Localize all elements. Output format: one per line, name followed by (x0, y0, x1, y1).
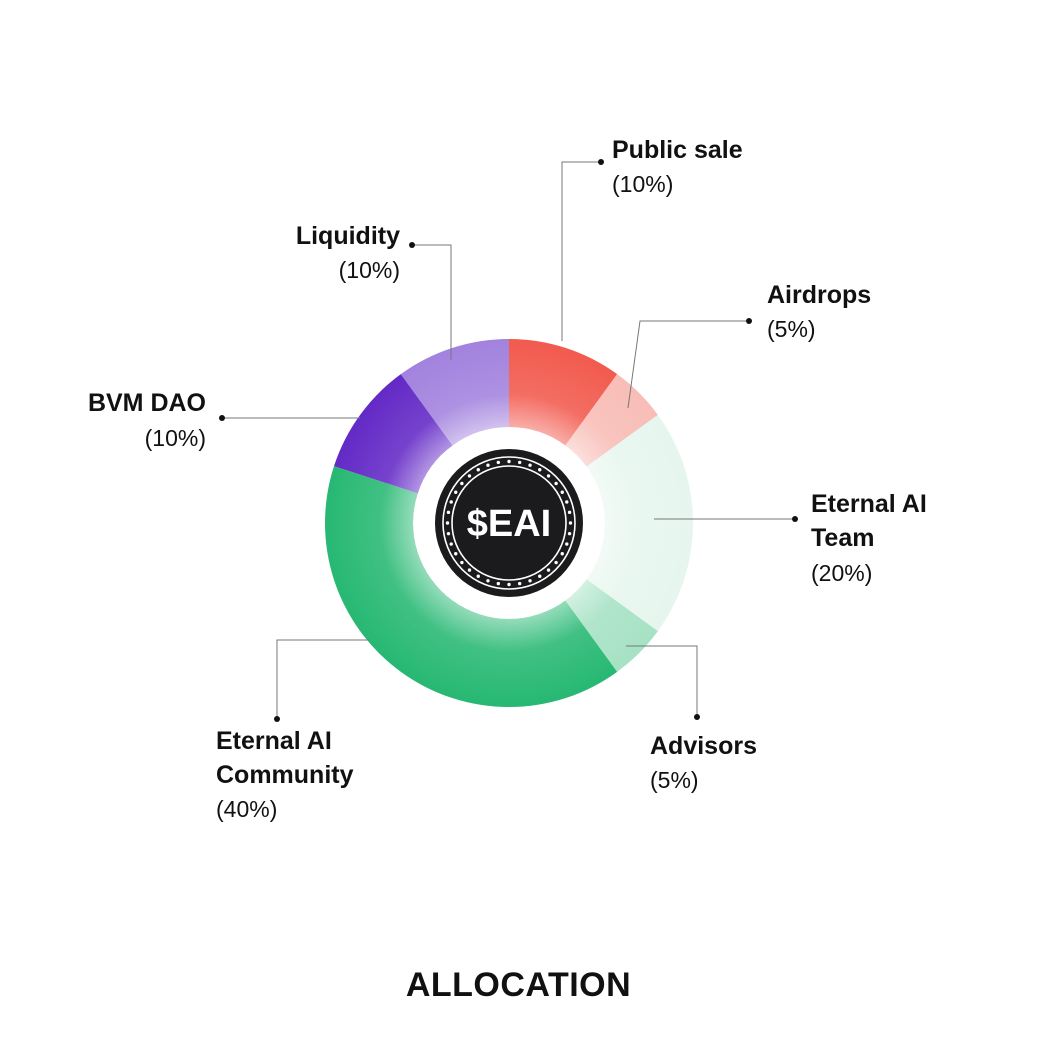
coin-dot (454, 490, 458, 494)
slice-label-eternal-ai-community: Eternal AI (216, 727, 332, 755)
slice-label-eternal-ai-team: Team (811, 524, 874, 552)
slice-label-airdrops: Airdrops (767, 281, 871, 309)
coin-dot (546, 474, 551, 478)
leader-dot-liquidity (409, 242, 415, 248)
leader-dot-eternal-ai-community (274, 716, 280, 722)
slice-percent-eternal-ai-community: (40%) (216, 796, 277, 822)
slice-percent-liquidity: (10%) (339, 257, 400, 283)
leader-dot-public-sale (598, 159, 604, 165)
coin-dot (567, 531, 572, 536)
coin-dot (486, 579, 490, 583)
slice-label-eternal-ai-team: Eternal AI (811, 490, 927, 518)
coin-dot (538, 468, 542, 472)
slice-label-advisors: Advisors (650, 732, 757, 760)
token-coin-icon: $EAI (435, 449, 583, 597)
coin-dot (445, 521, 450, 525)
coin-dot (454, 552, 458, 556)
coin-dot (476, 468, 480, 472)
chart-title: ALLOCATION (405, 966, 632, 1004)
leader-line-advisors (626, 645, 698, 717)
coin-dot (467, 474, 472, 478)
leader-dot-airdrops (746, 318, 752, 324)
coin-dot (467, 568, 472, 572)
slice-percent-advisors: (5%) (650, 767, 699, 793)
slice-percent-public-sale: (10%) (612, 171, 673, 197)
slice-label-liquidity: Liquidity (296, 222, 400, 250)
leader-line-eternal-ai-community (276, 639, 370, 719)
coin-dot (449, 500, 453, 504)
coin-dot (568, 521, 573, 525)
coin-label: $EAI (467, 503, 551, 545)
coin-outer (435, 449, 583, 597)
coin-dot (560, 490, 564, 494)
coin-dot (538, 574, 542, 578)
coin-dot (496, 460, 501, 465)
slice-label-bvm-dao: BVM DAO (88, 389, 206, 417)
coin-dot (554, 481, 558, 486)
leader-dot-eternal-ai-team (792, 516, 798, 522)
leader-dot-bvm-dao (219, 415, 225, 421)
coin-dot (460, 481, 464, 486)
coin-dot (507, 459, 511, 464)
coin-dot (567, 510, 572, 515)
leader-line-public-sale (561, 161, 601, 341)
coin-dot (446, 531, 451, 536)
coin-dot (565, 500, 569, 504)
slice-label-public-sale: Public sale (612, 136, 743, 164)
slice-label-eternal-ai-community: Community (216, 761, 354, 789)
slice-percent-bvm-dao: (10%) (145, 425, 206, 451)
coin-dot (517, 581, 522, 586)
coin-dot (446, 510, 451, 515)
coin-dot (560, 552, 564, 556)
leader-line-airdrops (627, 320, 749, 409)
coin-dot (546, 568, 551, 572)
slice-percent-eternal-ai-team: (20%) (811, 560, 872, 586)
slice-percent-airdrops: (5%) (767, 316, 816, 342)
coin-dot (449, 542, 453, 546)
coin-dot (517, 460, 522, 465)
coin-dot (528, 463, 532, 467)
coin-dot (528, 579, 532, 583)
coin-dot (554, 560, 558, 565)
coin-dot (565, 542, 569, 546)
coin-dot (486, 463, 490, 467)
coin-dot (507, 582, 511, 587)
coin-dot (460, 560, 464, 565)
leader-line-liquidity (412, 244, 452, 360)
coin-ring-inner (451, 465, 567, 581)
coin-dot (476, 574, 480, 578)
coin-dot (496, 581, 501, 586)
coin-ring-outer (442, 456, 576, 590)
leader-dot-advisors (694, 714, 700, 720)
